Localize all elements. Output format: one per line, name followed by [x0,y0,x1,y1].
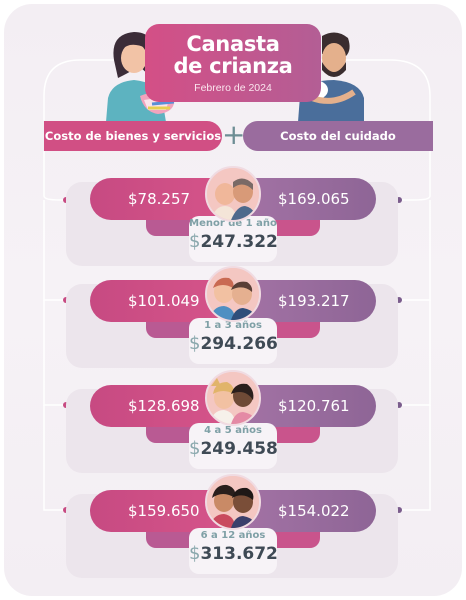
currency-symbol: $ [189,438,201,459]
total-box: 1 a 3 años $294.266 [189,318,278,364]
row-6-to-12: $159.650 $154.022 6 a 12 años $313.672 [0,490,466,582]
currency-symbol: $ [189,333,201,354]
currency-symbol: $ [189,543,201,564]
connector-dot [396,197,402,203]
title-line-1: Canasta [186,32,280,56]
title-date: Febrero de 2024 [194,82,272,94]
connector-dot [396,297,402,303]
total-value: $249.458 [189,438,278,459]
row-1-to-3: $101.049 $193.217 1 a 3 años $294.266 [0,280,466,372]
total-box: Menor de 1 año $247.322 [189,216,278,262]
baby-icon [205,166,261,222]
age-label: 1 a 3 años [204,320,262,331]
total-box: 4 a 5 años $249.458 [189,423,278,469]
connector-dot [396,402,402,408]
age-label: 4 a 5 años [204,425,262,436]
school-children-icon [205,474,261,530]
total-value: $294.266 [189,333,278,354]
age-label: 6 a 12 años [200,530,266,541]
toddlers-icon [205,266,261,322]
total-amount: 249.458 [200,439,278,459]
currency-symbol: $ [189,231,201,252]
total-box: 6 a 12 años $313.672 [189,528,278,574]
age-label: Menor de 1 año [189,218,277,229]
header-goods-services: Costo de bienes y servicios [44,121,222,151]
total-value: $247.322 [189,231,278,252]
total-amount: 313.672 [200,544,278,564]
total-amount: 294.266 [200,334,278,354]
title-banner: Canasta de crianza Febrero de 2024 [145,24,321,102]
title-line-2: de crianza [173,54,293,78]
connector-dot [396,507,402,513]
total-value: $313.672 [189,543,278,564]
total-amount: 247.322 [200,232,278,252]
header-care: Costo del cuidado [243,121,433,151]
preschoolers-icon [205,370,261,426]
plus-icon: + [222,118,246,151]
